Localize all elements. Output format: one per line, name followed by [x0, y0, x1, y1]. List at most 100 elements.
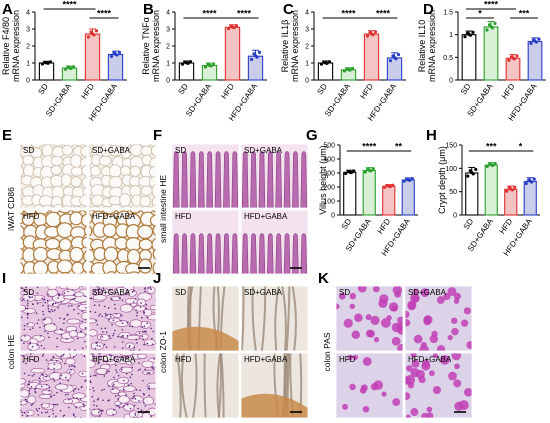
zo1-stain: [172, 326, 239, 351]
nucleus: [146, 316, 149, 319]
nucleus: [93, 390, 95, 392]
data-point: [40, 62, 45, 66]
adipocyte: [149, 214, 156, 227]
nucleus: [32, 403, 34, 405]
nucleus: [103, 305, 106, 308]
image-side-label: colon PAS: [322, 332, 332, 371]
significance-label: ***: [486, 142, 497, 152]
nucleus: [22, 360, 25, 363]
goblet-cell: [447, 335, 453, 341]
villus: [275, 233, 282, 274]
category-label: SD: [36, 82, 50, 96]
data-point: [371, 167, 375, 171]
adipocyte: [98, 155, 112, 167]
adipocyte: [36, 273, 44, 274]
adipocyte: [127, 271, 141, 274]
nucleus: [146, 342, 149, 345]
data-point: [505, 189, 509, 193]
nucleus: [143, 325, 146, 328]
nucleus: [122, 357, 125, 359]
nucleus: [35, 312, 38, 314]
micrograph-label: SD: [23, 146, 34, 155]
micrograph-label: HFD: [175, 355, 192, 364]
nucleus: [56, 345, 58, 348]
zo1-strand: [251, 286, 257, 351]
nucleus: [54, 403, 57, 406]
y-tick-label: 3: [26, 27, 30, 34]
nucleus: [37, 319, 40, 321]
significance-label: ****: [202, 9, 217, 19]
nucleus: [143, 330, 146, 333]
nucleus: [69, 371, 71, 374]
nucleus: [138, 362, 140, 364]
adipocyte: [106, 271, 117, 274]
micrograph-texture: [241, 353, 308, 418]
data-point: [86, 35, 91, 39]
nucleus: [21, 354, 24, 357]
nucleus: [74, 416, 77, 418]
villus: [275, 151, 282, 208]
y-tick-label: 2: [305, 44, 309, 51]
goblet-cell: [423, 315, 433, 325]
adipocyte: [80, 145, 87, 158]
villus: [283, 151, 291, 208]
nucleus: [142, 338, 144, 341]
nucleus: [92, 387, 94, 389]
nucleus: [81, 347, 84, 350]
adipocyte: [83, 250, 87, 263]
villus: [258, 151, 266, 208]
data-point: [391, 183, 395, 187]
nucleus: [135, 388, 138, 391]
nucleus: [109, 288, 111, 291]
nucleus: [39, 380, 41, 383]
bar-sd-gaba: [362, 169, 376, 216]
nucleus: [139, 389, 141, 392]
micrograph-frame: [19, 285, 88, 352]
nucleus: [134, 414, 137, 416]
adipocyte: [74, 144, 84, 147]
nucleus: [92, 292, 95, 295]
nucleus: [38, 377, 41, 380]
nucleus: [96, 344, 99, 347]
category-label: SD: [459, 82, 473, 96]
nucleus: [120, 319, 122, 322]
goblet-cell: [451, 317, 458, 324]
nucleus: [113, 346, 116, 348]
nucleus: [153, 358, 155, 360]
crypt: [20, 304, 27, 312]
nucleus: [21, 414, 24, 417]
data-point: [470, 170, 474, 175]
data-point: [507, 58, 511, 62]
nucleus: [143, 393, 146, 396]
nucleus: [136, 312, 139, 314]
nucleus: [133, 290, 135, 292]
goblet-cell: [436, 345, 446, 351]
nucleus: [44, 301, 46, 304]
goblet-cell: [410, 368, 420, 378]
crypt: [77, 303, 87, 311]
nucleus: [48, 415, 51, 418]
nucleus: [147, 387, 150, 390]
nucleus: [95, 374, 97, 377]
adipocyte: [109, 203, 123, 208]
adipocyte: [108, 175, 123, 189]
nucleus: [83, 405, 85, 408]
micrograph-frame: [19, 209, 88, 275]
villus: [198, 233, 205, 274]
villus: [241, 233, 249, 274]
panel-letter-f: F: [153, 127, 162, 144]
nucleus: [27, 302, 29, 305]
crypt: [81, 353, 87, 358]
crypt: [59, 372, 72, 381]
nucleus: [133, 394, 136, 397]
nucleus: [23, 411, 26, 414]
nucleus: [131, 291, 134, 293]
nucleus: [23, 328, 26, 331]
data-point: [369, 32, 374, 36]
nucleus: [21, 287, 24, 290]
nucleus: [145, 304, 148, 306]
nucleus: [109, 315, 112, 318]
goblet-cell: [370, 315, 380, 325]
crypt: [66, 286, 80, 291]
